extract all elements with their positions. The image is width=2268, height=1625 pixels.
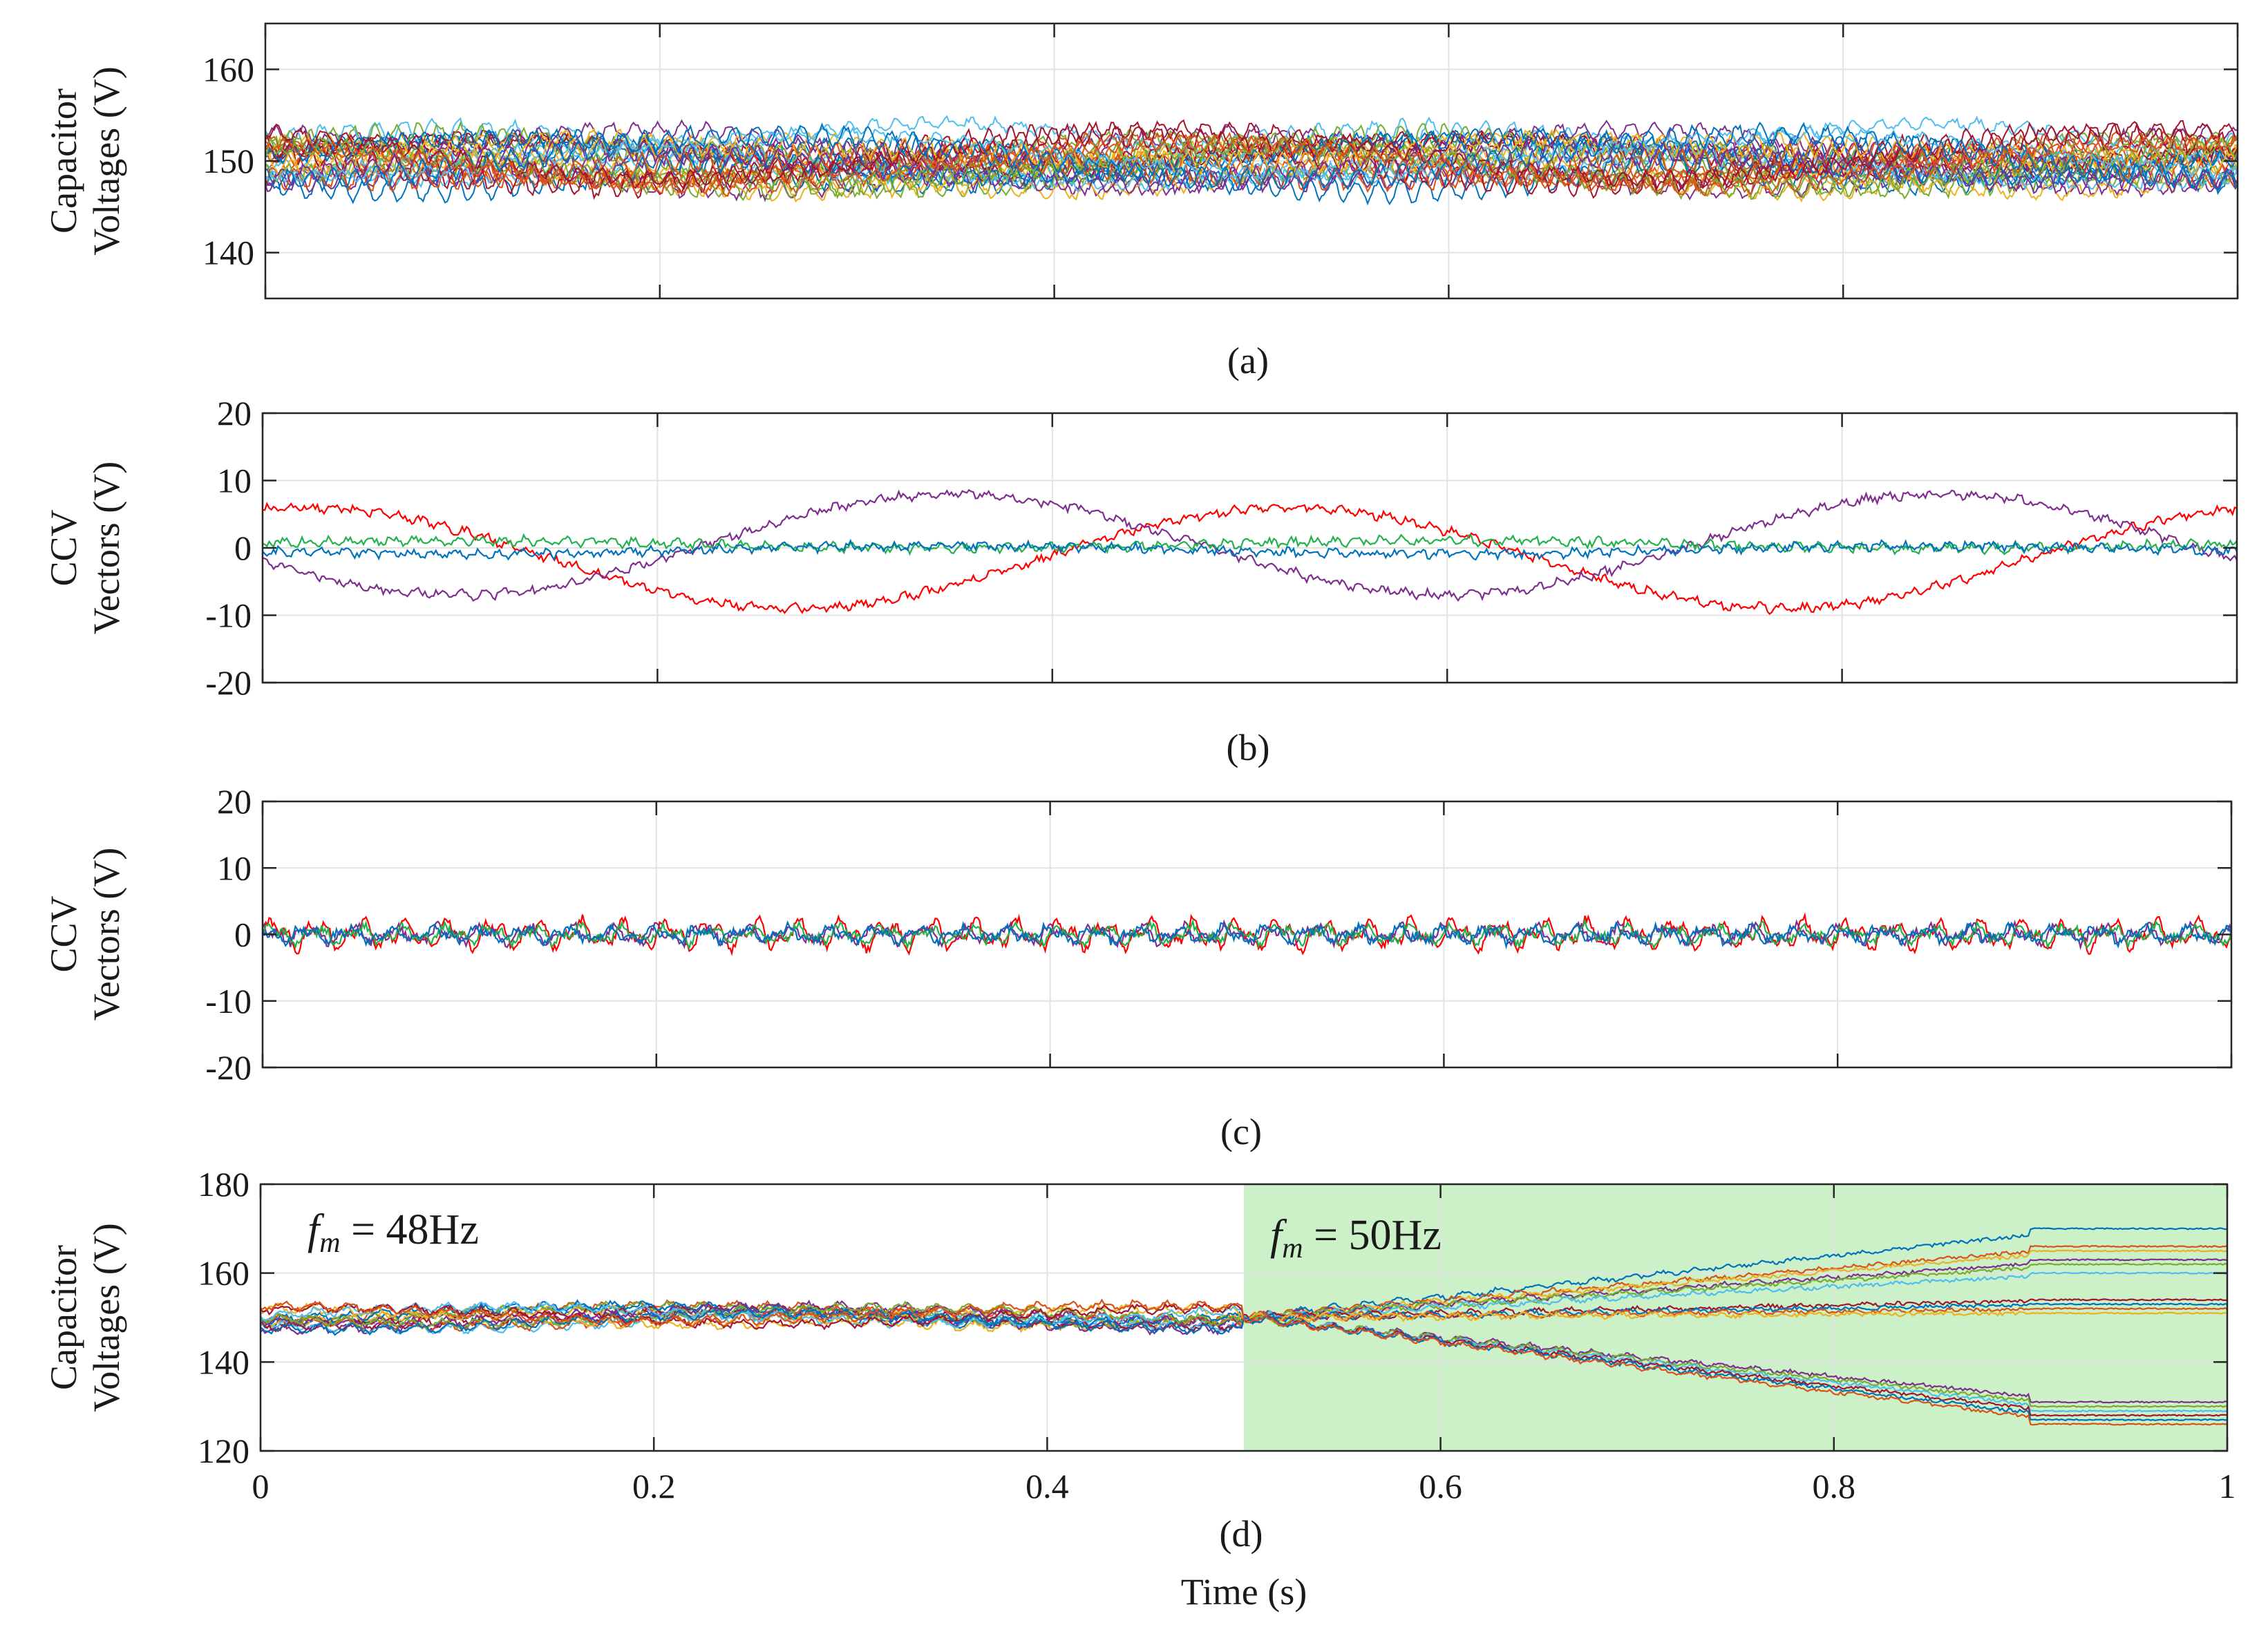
ytick-label-0: -20 bbox=[205, 1048, 252, 1087]
panel-a-caption: (a) bbox=[1227, 340, 1269, 381]
annotation-fm-48hz-rest: = 48Hz bbox=[341, 1206, 479, 1253]
series-d-15 bbox=[260, 1298, 2228, 1426]
ytick-label-2: 160 bbox=[202, 50, 254, 88]
series-b-green bbox=[262, 533, 2238, 556]
panel-b: -20 -10 0 10 20 CCV Vectors (V) (b) bbox=[43, 394, 2238, 768]
panel-b-ylabel-2: Vectors (V) bbox=[86, 462, 127, 634]
annotation-fm-48hz-sub: m bbox=[319, 1227, 340, 1259]
ytick-label-0: -20 bbox=[205, 663, 252, 702]
panel-d: 120 140 160 180 0 0.2 0.4 0.6 0.8 1 Capacitor Vo… bbox=[43, 1165, 2236, 1613]
annotation-fm-48hz: fm = 48Hz bbox=[308, 1206, 479, 1259]
ytick-label-0: 140 bbox=[202, 234, 254, 272]
panel-d-xlabel: Time (s) bbox=[1181, 1571, 1307, 1613]
panel-c-ylabel-2: Vectors (V) bbox=[86, 848, 127, 1020]
ytick-label-1: 140 bbox=[198, 1342, 249, 1381]
ytick-label-2: 160 bbox=[198, 1254, 249, 1293]
series-c-blue bbox=[261, 920, 2232, 950]
series-b-red bbox=[262, 502, 2238, 616]
series-a-23 bbox=[265, 129, 2238, 178]
panel-d-ylabel-1: Capacitor bbox=[43, 1245, 84, 1390]
panel-b-yticks: -20 -10 0 10 20 bbox=[205, 394, 2237, 702]
ytick-label-1: 150 bbox=[202, 142, 254, 180]
ytick-label-1: -10 bbox=[205, 596, 252, 635]
panel-d-yticks: 120 140 160 180 bbox=[198, 1165, 2227, 1470]
panel-d-series bbox=[260, 1227, 2228, 1426]
xtick-label-1: 0.2 bbox=[632, 1467, 676, 1505]
ytick-label-4: 20 bbox=[217, 394, 252, 433]
panel-c-ylabel-1: CCV bbox=[43, 895, 84, 972]
panel-d-ylabel-2: Voltages (V) bbox=[86, 1223, 127, 1412]
panel-d-caption: (d) bbox=[1220, 1513, 1263, 1555]
ytick-label-4: 20 bbox=[217, 782, 252, 821]
ytick-label-0: 120 bbox=[198, 1432, 249, 1470]
xtick-label-5: 1 bbox=[2219, 1467, 2236, 1505]
ytick-label-3: 10 bbox=[217, 462, 252, 500]
ytick-label-3: 10 bbox=[217, 848, 252, 887]
panel-c: -20 -10 0 10 20 CCV Vectors (V) (c) bbox=[43, 782, 2233, 1152]
annotation-fm-50hz-sub: m bbox=[1282, 1233, 1303, 1264]
series-b-purple bbox=[262, 488, 2238, 602]
ytick-label-2: 0 bbox=[234, 529, 252, 567]
panel-a-yticks: 140 150 160 bbox=[202, 50, 2238, 272]
panel-a-series bbox=[265, 115, 2238, 206]
panel-a-ylabel-2: Voltages (V) bbox=[86, 66, 127, 255]
panel-c-series bbox=[261, 912, 2233, 956]
xtick-label-0: 0 bbox=[252, 1467, 270, 1505]
series-a-28 bbox=[265, 122, 2238, 193]
panel-a-ylabel-1: Capacitor bbox=[43, 88, 84, 234]
panel-b-ylabel-1: CCV bbox=[43, 509, 84, 586]
panel-b-caption: (b) bbox=[1227, 727, 1270, 768]
panel-d-frame bbox=[259, 1183, 2229, 1452]
ytick-label-2: 0 bbox=[234, 915, 252, 954]
xtick-label-3: 0.6 bbox=[1419, 1467, 1462, 1505]
panel-c-yticks: -20 -10 0 10 20 bbox=[205, 782, 2231, 1087]
annotation-fm-50hz: fm = 50Hz bbox=[1270, 1212, 1442, 1264]
series-a-21 bbox=[265, 127, 2238, 188]
panel-d-xticks: 0 0.2 0.4 0.6 0.8 1 bbox=[252, 1467, 2236, 1505]
xtick-label-2: 0.4 bbox=[1026, 1467, 1069, 1505]
ytick-label-1: -10 bbox=[205, 982, 252, 1020]
panel-a: 140 150 160 Capacitor Voltages (V) (a) bbox=[43, 22, 2239, 381]
series-b-blue bbox=[262, 538, 2238, 561]
series-a-27 bbox=[265, 119, 2238, 191]
panel-c-caption: (c) bbox=[1220, 1111, 1262, 1152]
series-a-14 bbox=[265, 134, 2238, 206]
series-d-9 bbox=[261, 1302, 2228, 1331]
ytick-label-3: 180 bbox=[198, 1165, 249, 1204]
panel-b-series bbox=[262, 488, 2238, 616]
annotation-fm-50hz-rest: = 50Hz bbox=[1303, 1212, 1442, 1259]
xtick-label-4: 0.8 bbox=[1813, 1467, 1856, 1505]
series-a-29 bbox=[265, 132, 2238, 197]
